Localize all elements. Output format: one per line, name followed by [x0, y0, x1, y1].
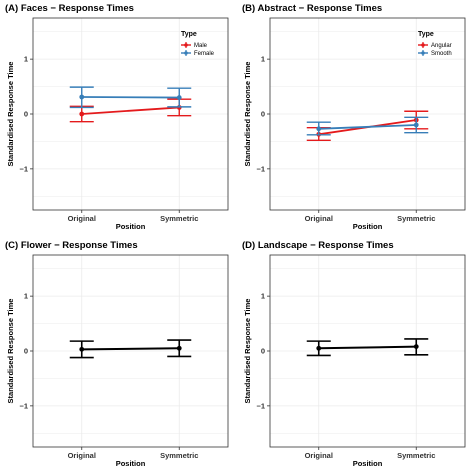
series-line: [81, 106, 180, 115]
y-tick-label: −1: [256, 401, 265, 410]
legend-key-point: [184, 51, 188, 55]
panel-title: (B) Abstract − Response Times: [242, 3, 382, 14]
legend-key-point: [421, 43, 425, 47]
data-point: [79, 111, 85, 117]
legend-title: Type: [181, 31, 197, 38]
x-tick-label: Symmetric: [160, 214, 198, 223]
series-line: [318, 124, 417, 130]
y-tick-label: 0: [24, 347, 28, 356]
y-tick-label: 0: [24, 110, 28, 119]
chart-panel: (C) Flower − Response Times 1 0 −1 Original S…: [5, 240, 229, 468]
series-main: [69, 339, 192, 359]
x-tick-label: Original: [305, 214, 333, 223]
x-tick-label: Original: [68, 214, 96, 223]
legend-entry: Female: [194, 51, 215, 57]
x-axis-title: Position: [353, 459, 383, 468]
x-axis-title: Position: [116, 459, 146, 468]
legend-entry: Smooth: [431, 51, 452, 57]
x-axis-title: Position: [116, 222, 146, 231]
data-point: [413, 344, 419, 350]
data-point: [176, 345, 182, 351]
y-tick-label: 0: [261, 110, 265, 119]
panel-title: (C) Flower − Response Times: [5, 240, 138, 251]
panel-title: (A) Faces − Response Times: [5, 3, 134, 14]
series-line: [81, 347, 180, 351]
series-smooth: [306, 116, 429, 136]
y-tick-label: −1: [19, 164, 28, 173]
x-tick-label: Symmetric: [160, 451, 198, 460]
y-tick-label: −1: [256, 164, 265, 173]
data-point: [413, 122, 419, 128]
x-tick-label: Symmetric: [397, 451, 435, 460]
legend: Type Male Female: [181, 31, 215, 57]
y-axis-title: Standardised Response Time: [243, 299, 252, 404]
y-tick-label: 1: [261, 292, 265, 301]
series-line: [318, 345, 417, 350]
y-tick-label: −1: [19, 401, 28, 410]
data-point: [176, 95, 182, 100]
series-female: [69, 86, 192, 109]
chart-panel: (D) Landscape − Response Times 1 0 −1 Origin…: [242, 240, 466, 468]
series-line: [81, 96, 180, 99]
y-tick-label: 0: [261, 347, 265, 356]
legend-entry: Male: [194, 43, 208, 49]
data-point: [316, 126, 322, 132]
legend-title: Type: [418, 31, 434, 38]
legend-entry: Angular: [431, 43, 452, 49]
panel-title: (D) Landscape − Response Times: [242, 240, 394, 251]
y-tick-label: 1: [24, 55, 28, 64]
legend-key-point: [421, 51, 425, 55]
y-axis-title: Standardised Response Time: [6, 62, 15, 167]
data-point: [79, 94, 85, 100]
x-tick-label: Symmetric: [397, 214, 435, 223]
data-point: [79, 346, 85, 352]
y-axis-title: Standardised Response Time: [243, 62, 252, 167]
legend-key-point: [184, 43, 188, 47]
legend: Type Angular Smooth: [418, 31, 452, 57]
x-tick-label: Original: [305, 451, 333, 460]
x-axis-title: Position: [353, 222, 383, 231]
chart-panel: (B) Abstract − Response Times 1 0 −1 Origina…: [242, 3, 466, 231]
series-main: [306, 338, 429, 357]
y-axis-title: Standardised Response Time: [6, 299, 15, 404]
y-tick-label: 1: [261, 55, 265, 64]
chart-panel: (A) Faces − Response Times 1 0 −1 Original Sy…: [5, 3, 229, 231]
x-tick-label: Original: [68, 451, 96, 460]
series-male: [69, 98, 192, 123]
y-tick-label: 1: [24, 292, 28, 301]
data-point: [316, 345, 322, 351]
